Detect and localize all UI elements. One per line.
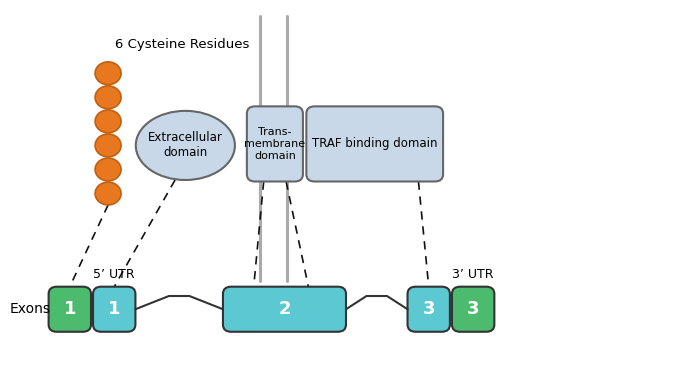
Text: 2: 2 xyxy=(278,300,291,318)
Text: Extracellular
domain: Extracellular domain xyxy=(148,131,223,159)
Text: 3: 3 xyxy=(467,300,480,318)
Circle shape xyxy=(95,158,121,181)
Circle shape xyxy=(95,86,121,109)
Text: 3’ UTR: 3’ UTR xyxy=(453,268,494,281)
FancyBboxPatch shape xyxy=(93,287,136,332)
Circle shape xyxy=(95,134,121,157)
Text: Exons: Exons xyxy=(10,302,51,316)
FancyBboxPatch shape xyxy=(48,287,91,332)
Text: 1: 1 xyxy=(108,300,120,318)
FancyBboxPatch shape xyxy=(408,287,450,332)
Text: Trans-
membrane
domain: Trans- membrane domain xyxy=(244,127,305,161)
Text: 6 Cysteine Residues: 6 Cysteine Residues xyxy=(115,38,249,51)
Ellipse shape xyxy=(136,111,235,180)
Text: 3: 3 xyxy=(423,300,435,318)
FancyBboxPatch shape xyxy=(223,287,346,332)
Text: 5’ UTR: 5’ UTR xyxy=(93,268,135,281)
Circle shape xyxy=(95,62,121,85)
Circle shape xyxy=(95,110,121,133)
Text: 1: 1 xyxy=(64,300,76,318)
Circle shape xyxy=(95,182,121,205)
Text: TRAF binding domain: TRAF binding domain xyxy=(312,137,437,151)
FancyBboxPatch shape xyxy=(307,106,443,182)
FancyBboxPatch shape xyxy=(452,287,494,332)
FancyBboxPatch shape xyxy=(247,106,303,182)
